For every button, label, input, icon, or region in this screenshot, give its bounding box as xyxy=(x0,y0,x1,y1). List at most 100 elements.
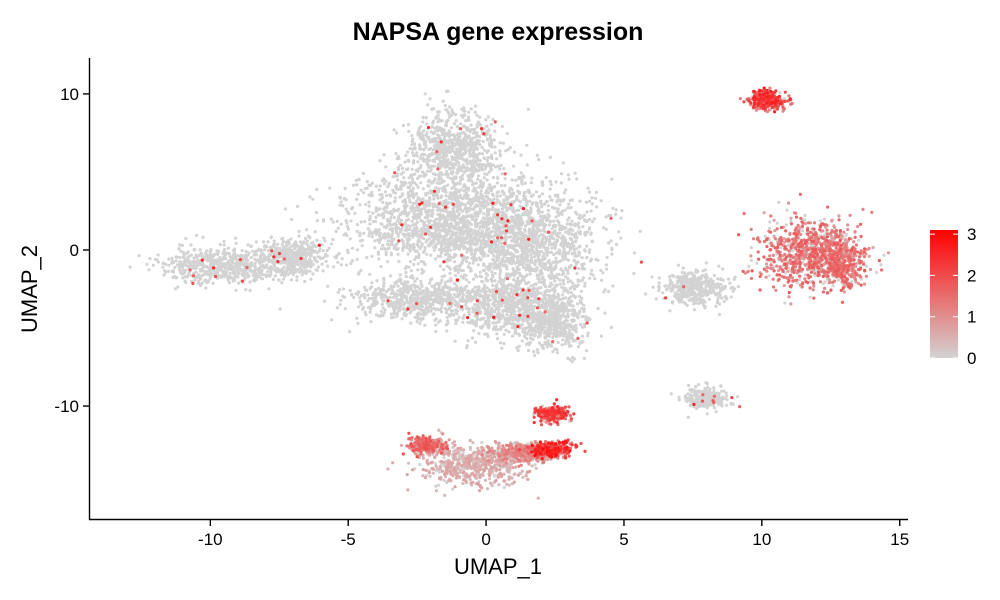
cell-point xyxy=(478,200,482,204)
cell-point xyxy=(504,232,508,236)
cell-point xyxy=(209,248,213,252)
cell-point xyxy=(516,276,520,280)
cell-point xyxy=(510,194,514,198)
cell-point xyxy=(406,158,410,162)
cell-point xyxy=(580,256,584,260)
cell-point xyxy=(344,232,348,236)
cell-point xyxy=(460,201,464,205)
cell-point xyxy=(240,248,244,253)
cell-point xyxy=(423,92,427,96)
cell-point xyxy=(297,245,301,249)
cell-point xyxy=(566,280,570,284)
cell-point xyxy=(376,252,380,256)
cell-point xyxy=(402,313,406,317)
cell-point xyxy=(407,247,412,251)
cell-point xyxy=(492,258,496,263)
cell-point xyxy=(419,279,423,283)
cell-point xyxy=(335,219,339,223)
cell-point xyxy=(364,202,368,206)
cell-point xyxy=(404,203,408,207)
cell-point xyxy=(305,228,309,232)
cell-point xyxy=(475,113,479,117)
cell-point xyxy=(348,288,352,293)
cell-point xyxy=(400,194,404,198)
cell-point xyxy=(334,256,338,260)
cell-point xyxy=(211,281,215,285)
cell-point xyxy=(464,119,468,123)
cell-point xyxy=(400,294,404,298)
cell-point xyxy=(341,287,346,291)
cell-point xyxy=(357,305,361,309)
cell-point xyxy=(481,216,486,220)
cell-point xyxy=(396,234,400,238)
chart-title: NAPSA gene expression xyxy=(353,18,644,46)
cell-point xyxy=(380,179,384,183)
cell-point xyxy=(195,260,199,264)
cell-point xyxy=(266,240,270,244)
cell-point xyxy=(465,250,469,254)
cell-point xyxy=(389,194,393,198)
cell-point xyxy=(399,218,404,223)
cell-point xyxy=(446,201,451,205)
cell-point xyxy=(399,187,403,191)
cell-point xyxy=(407,186,412,190)
cell-point xyxy=(259,276,263,280)
cell-point xyxy=(363,187,367,191)
cell-point xyxy=(389,253,393,257)
cell-point xyxy=(435,292,439,296)
cell-point xyxy=(252,253,256,257)
cell-point xyxy=(318,255,322,259)
cell-point xyxy=(515,197,519,201)
cell-point xyxy=(515,237,519,241)
cell-point xyxy=(520,175,524,179)
cell-point xyxy=(255,258,259,262)
cell-point xyxy=(595,205,599,209)
cell-point xyxy=(533,240,537,244)
cell-point xyxy=(525,246,529,251)
cell-point xyxy=(278,307,282,311)
cell-point xyxy=(314,210,319,215)
cell-point xyxy=(492,215,496,219)
cell-point xyxy=(572,259,576,263)
cell-point xyxy=(344,263,349,267)
cell-point xyxy=(427,147,431,152)
cell-point xyxy=(438,234,443,238)
cell-point xyxy=(550,246,554,250)
cell-point xyxy=(394,281,398,286)
cell-point xyxy=(404,167,409,171)
cell-point xyxy=(459,122,463,126)
cell-point xyxy=(370,235,374,239)
cell-point xyxy=(227,281,231,285)
cell-point xyxy=(335,306,339,310)
cell-point xyxy=(252,272,256,276)
cell-point xyxy=(328,186,332,190)
cell-point xyxy=(438,228,442,232)
cell-point xyxy=(588,276,592,280)
cell-point xyxy=(417,304,421,308)
cell-point xyxy=(478,270,482,274)
cell-point xyxy=(394,294,398,298)
cell-point xyxy=(498,194,502,198)
cell-point xyxy=(513,199,517,203)
cell-point xyxy=(515,226,519,230)
cell-point xyxy=(272,239,276,243)
cell-point xyxy=(553,246,557,250)
cell-point xyxy=(313,230,317,234)
cell-point xyxy=(494,225,498,229)
cell-point xyxy=(413,315,417,320)
cell-point xyxy=(558,231,562,235)
cell-point xyxy=(345,225,349,229)
cell-point xyxy=(299,269,303,273)
cell-point xyxy=(413,279,417,283)
cell-point xyxy=(294,267,298,272)
cell-point xyxy=(273,261,277,265)
cell-point xyxy=(434,288,438,292)
cell-point xyxy=(428,97,432,101)
cell-point xyxy=(455,200,459,204)
cell-point xyxy=(369,320,373,324)
cell-point xyxy=(519,153,523,157)
cell-point xyxy=(376,314,380,318)
cell-point xyxy=(466,229,470,233)
cell-point xyxy=(370,296,374,300)
